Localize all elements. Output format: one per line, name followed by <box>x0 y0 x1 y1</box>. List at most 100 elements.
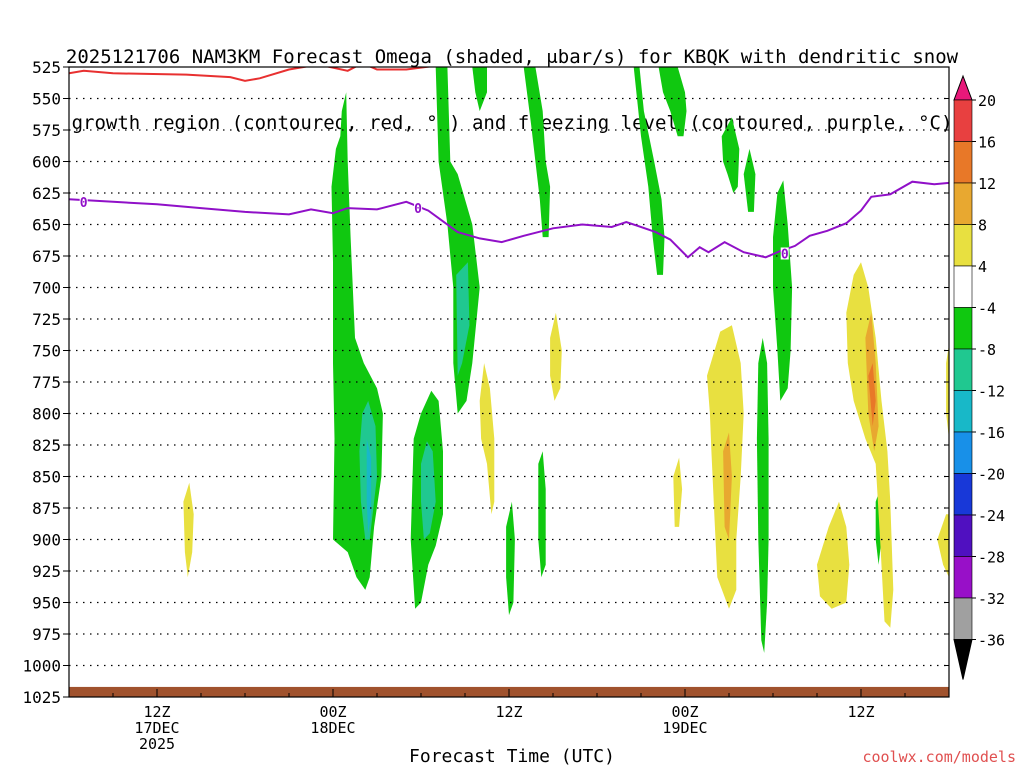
contours: 0 0 0 <box>69 67 949 262</box>
y-tick-label: 800 <box>32 405 61 424</box>
y-tick-label: 875 <box>32 499 61 518</box>
omega-region-up-40z-col <box>658 67 687 137</box>
freezing-label-bg <box>79 195 88 208</box>
x-tick-label: 12Z <box>847 703 874 721</box>
freezing-label-bg <box>780 247 789 260</box>
freezing-level-line <box>69 180 949 259</box>
colorbar-top-arrow <box>953 74 973 101</box>
x-tick-label: 2025 <box>139 735 175 753</box>
y-tick-label: 950 <box>32 594 61 613</box>
omega-region-up-47z-col <box>756 337 769 653</box>
x-tick-label: 17DEC <box>134 719 179 737</box>
colorbar-label: -28 <box>978 549 1005 567</box>
colorbar-swatch <box>953 514 973 557</box>
x-tick-label: 00Z <box>319 703 346 721</box>
dgz-contour-line <box>69 67 434 82</box>
colorbar-swatch <box>953 224 973 267</box>
x-tick-label: 00Z <box>671 703 698 721</box>
credit-text: coolwx.com/models <box>862 748 1016 766</box>
y-tick-label: 625 <box>32 184 61 203</box>
omega-region-up-18z-col <box>331 92 383 590</box>
x-tick-label: 12Z <box>143 703 170 721</box>
x-tick-label: 19DEC <box>662 719 707 737</box>
colorbar-label: 16 <box>978 134 996 152</box>
freezing-level-label: 0 <box>414 202 422 217</box>
omega-region-down-7z <box>183 482 194 578</box>
colorbar-swatch <box>953 307 973 350</box>
colorbar-label: -12 <box>978 383 1005 401</box>
colorbar-swatch <box>953 556 973 599</box>
colorbar-swatch <box>953 141 973 184</box>
colorbar-label: -16 <box>978 424 1005 442</box>
freezing-level-label: 0 <box>80 196 88 211</box>
omega-region-down-59z-up <box>946 344 949 439</box>
omega-region-up-39z-col <box>633 67 665 275</box>
y-axis: 525 550 575 600 625 650 675 700 725 750 775 800 825 8… <box>22 58 949 707</box>
y-tick-label: 975 <box>32 625 61 644</box>
y-tick-label: 725 <box>32 310 61 329</box>
colorbar-swatch <box>953 348 973 391</box>
x-tick-label: 12Z <box>495 703 522 721</box>
y-tick-label: 825 <box>32 436 61 455</box>
colorbar-label: 4 <box>978 258 987 276</box>
y-tick-label: 1025 <box>22 688 61 707</box>
colorbar-label: -32 <box>978 590 1005 608</box>
y-tick-label: 1000 <box>22 657 61 676</box>
freezing-level-label: 0 <box>781 247 789 262</box>
y-tick-label: 525 <box>32 58 61 77</box>
y-tick-label: 575 <box>32 121 61 140</box>
colorbar: 20 16 12 8 4 -4 -8 -12 -16 -20 -24 -28 -32 -36 <box>953 74 1005 680</box>
y-tick-label: 900 <box>32 531 61 550</box>
y-tick-label: 850 <box>32 468 61 487</box>
colorbar-label: 20 <box>978 92 996 110</box>
y-tick-label: 775 <box>32 373 61 392</box>
colorbar-label: -36 <box>978 632 1005 650</box>
omega-region-down-52z <box>817 501 850 609</box>
y-tick-label: 750 <box>32 342 61 361</box>
y-tick-label: 675 <box>32 247 61 266</box>
omega-region-up-31z-col <box>523 67 551 238</box>
colorbar-swatch <box>953 182 973 225</box>
colorbar-swatch <box>953 473 973 516</box>
colorbar-swatch <box>953 265 973 308</box>
omega-region-down-32z <box>550 312 562 401</box>
colorbar-label: -8 <box>978 341 996 359</box>
colorbar-swatch <box>953 99 973 142</box>
y-tick-label: 600 <box>32 153 61 172</box>
omega-shading <box>69 67 949 697</box>
colorbar-label: 12 <box>978 175 996 193</box>
y-tick-label: 925 <box>32 562 61 581</box>
colorbar-bottom-arrow <box>953 639 973 680</box>
colorbar-label: -24 <box>978 507 1005 525</box>
colorbar-swatch <box>953 390 973 433</box>
colorbar-label: 8 <box>978 217 987 235</box>
omega-region-up-48z-col <box>773 180 793 401</box>
colorbar-swatch <box>953 597 973 640</box>
omega-region-down-43z-core <box>723 432 732 540</box>
omega-region-down-54z-core2 <box>868 363 876 427</box>
omega-region-up-22z-core <box>421 441 436 540</box>
x-tick-label: 18DEC <box>310 719 355 737</box>
colorbar-label: -20 <box>978 466 1005 484</box>
omega-region-up-32z-small <box>538 451 546 578</box>
chart-title-line1: 2025121706 NAM3KM Forecast Omega (shaded… <box>65 46 959 68</box>
omega-region-up-45z-col <box>721 117 740 193</box>
omega-region-up-28z-col <box>472 67 487 112</box>
omega-region-down-53z <box>846 262 894 628</box>
y-tick-label: 650 <box>32 216 61 235</box>
colorbar-swatch <box>953 431 973 474</box>
x-axis-label: Forecast Time (UTC) <box>409 746 615 767</box>
omega-region-up-46z-col <box>743 148 756 212</box>
omega-region-up-30z-small <box>506 501 515 616</box>
omega-region-up-18z-core2 <box>366 438 372 534</box>
omega-region-down-59z <box>937 514 949 578</box>
omega-region-down-27z <box>479 363 495 515</box>
omega-region-up-25z-core <box>456 262 470 376</box>
omega-region-down-41z <box>673 457 683 527</box>
y-tick-label: 700 <box>32 279 61 298</box>
colorbar-label: -4 <box>978 300 996 318</box>
y-tick-label: 550 <box>32 90 61 109</box>
freezing-label-bg <box>414 202 423 215</box>
